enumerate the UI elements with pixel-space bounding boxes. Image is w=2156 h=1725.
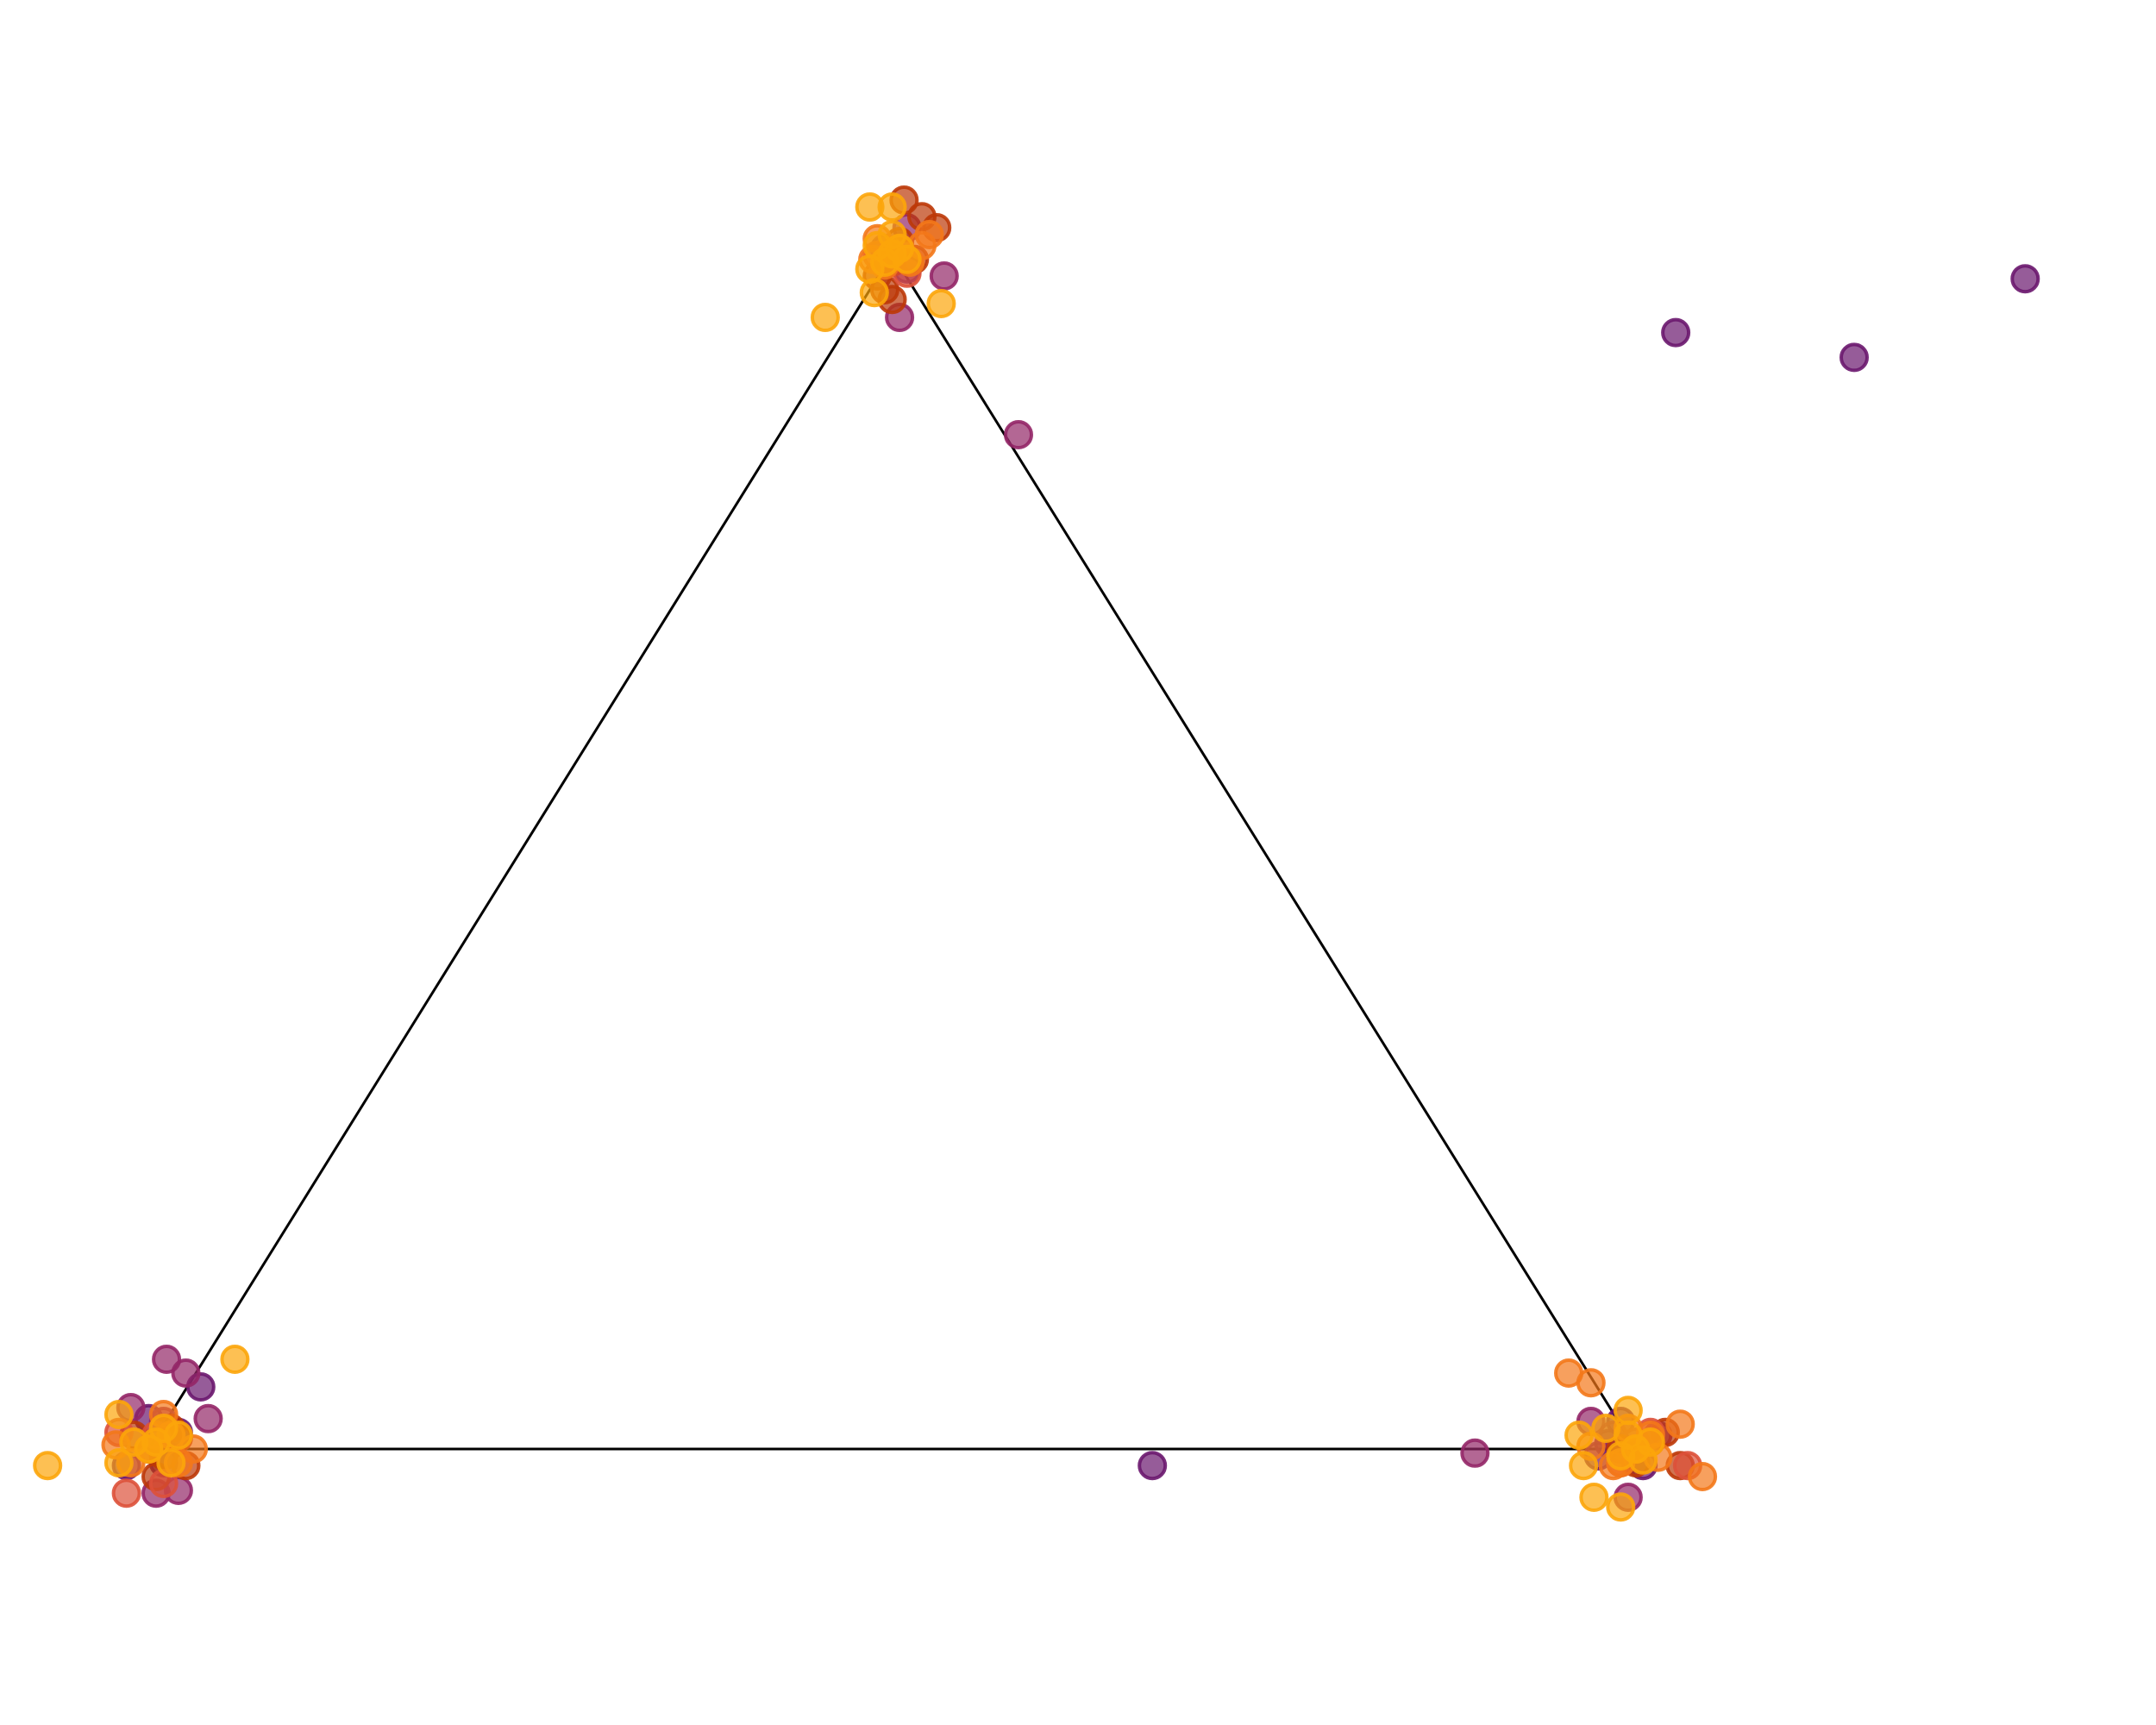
data-point-s2-2 — [171, 1358, 201, 1388]
data-point-s6-7 — [141, 1427, 171, 1457]
data-point-s6-28 — [877, 220, 907, 249]
data-point-s1-15 — [1661, 317, 1691, 348]
data-point-s2-3 — [193, 1403, 223, 1433]
data-point-s1-17 — [2010, 264, 2040, 294]
data-point-s6-25 — [892, 244, 922, 274]
data-point-s5-26 — [914, 220, 944, 249]
series-1 — [111, 234, 2040, 1481]
data-point-s5-13 — [1665, 1409, 1695, 1440]
data-point-s6-17 — [1564, 1421, 1594, 1450]
data-point-s6-18 — [1569, 1451, 1599, 1481]
data-point-s1-16 — [1839, 342, 1869, 373]
data-point-s6-10 — [220, 1345, 250, 1374]
series-5 — [101, 220, 1718, 1491]
series-3 — [119, 185, 1695, 1491]
scatter-points-layer — [33, 185, 2040, 1522]
data-point-s6-8 — [103, 1400, 134, 1429]
data-point-s6-9 — [33, 1451, 63, 1481]
data-point-s5-16 — [1576, 1368, 1606, 1398]
data-point-s6-4 — [156, 1448, 186, 1477]
data-point-s2-7 — [152, 1345, 182, 1374]
data-point-s6-15 — [1628, 1445, 1658, 1475]
data-point-s6-31 — [810, 303, 840, 332]
data-point-s5-14 — [1688, 1462, 1718, 1491]
data-point-s6-16 — [1591, 1414, 1621, 1443]
simplex-triangle-layer — [146, 251, 1639, 1451]
data-point-s6-19 — [1579, 1483, 1609, 1512]
data-point-s4-3 — [111, 1478, 141, 1509]
data-point-s6-21 — [1613, 1396, 1643, 1426]
series-4 — [103, 241, 1702, 1509]
data-point-s6-27 — [855, 254, 885, 284]
data-point-s2-17 — [1460, 1438, 1490, 1468]
data-point-s2-16 — [1004, 420, 1033, 449]
data-point-s6-20 — [1606, 1492, 1636, 1522]
data-point-s6-33 — [877, 192, 907, 222]
data-point-s6-6 — [103, 1448, 134, 1477]
data-point-s6-30 — [926, 289, 956, 318]
data-point-s6-29 — [859, 278, 889, 308]
data-point-s2-14 — [929, 261, 959, 291]
series-2 — [116, 213, 1673, 1512]
series-6 — [33, 192, 1665, 1522]
data-point-s1-14 — [1138, 1451, 1168, 1481]
simplex-triangle — [146, 251, 1639, 1451]
